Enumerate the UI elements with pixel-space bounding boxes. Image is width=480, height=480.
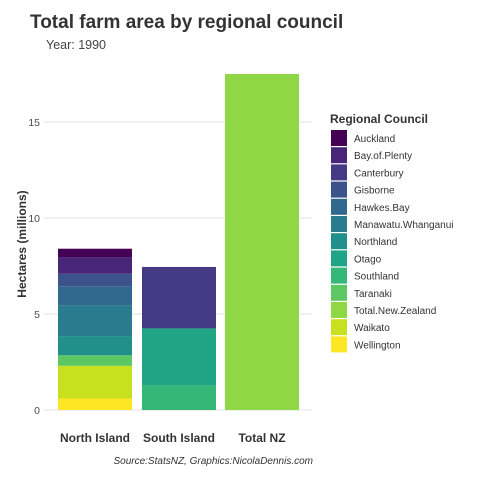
bar-segment (142, 266, 216, 329)
legend-label: Auckland (354, 134, 395, 145)
bar-segment (142, 385, 216, 410)
bar-segment (58, 398, 132, 410)
bar-segment (58, 273, 132, 287)
bar-segment (58, 336, 132, 356)
y-axis-label: Hectares (millions) (15, 190, 29, 297)
x-category-label: Total NZ (238, 431, 285, 445)
y-axis-ticks: 0 5 10 15 (28, 117, 40, 417)
legend-label: Total.New.Zealand (354, 306, 436, 317)
legend-label: Taranaki (354, 289, 392, 300)
bar-segment (58, 305, 132, 337)
legend-label: Southland (354, 272, 399, 283)
legend-label: Northland (354, 237, 397, 248)
chart-subtitle: Year: 1990 (46, 38, 106, 52)
x-axis-categories: North Island South Island Total NZ (60, 431, 286, 445)
bar-segment (58, 248, 132, 258)
bar-segment (58, 286, 132, 306)
bar-segment (225, 74, 299, 410)
bar-segment (58, 257, 132, 274)
legend-title: Regional Council (330, 112, 428, 126)
legend-label: Manawatu.Whanganui (354, 220, 454, 231)
legend-swatch (331, 302, 347, 318)
legend-label: Bay.of.Plenty (354, 151, 412, 162)
bar-segment (58, 365, 132, 399)
legend-swatch (331, 267, 347, 284)
chart-caption: Source:StatsNZ, Graphics:NicolaDennis.co… (113, 456, 313, 467)
x-category-label: North Island (60, 431, 130, 445)
legend-label: Waikato (354, 323, 390, 334)
legend-label: Hawkes.Bay (354, 203, 410, 214)
bar-segment (142, 328, 216, 386)
chart-title: Total farm area by regional council (30, 12, 343, 33)
bar-segment (58, 355, 132, 366)
legend-swatch (331, 164, 347, 181)
y-tick-label: 0 (34, 405, 40, 417)
legend-swatch (331, 181, 347, 198)
legend-swatch (331, 336, 347, 353)
y-tick-label: 10 (28, 213, 40, 225)
legend-swatch (331, 130, 347, 146)
legend-label: Wellington (354, 340, 401, 351)
bars (58, 74, 299, 410)
legend-swatch (331, 284, 347, 301)
legend-swatch (331, 147, 347, 164)
y-tick-label: 5 (34, 309, 40, 321)
legend-label: Otago (354, 254, 382, 265)
legend-swatch (331, 250, 347, 267)
legend-swatch (331, 233, 347, 250)
y-tick-label: 15 (28, 117, 40, 129)
x-category-label: South Island (143, 431, 215, 445)
legend-swatch (331, 319, 347, 336)
legend-swatch (331, 216, 347, 232)
legend-swatch (331, 198, 347, 215)
legend: Auckland Bay.of.Plenty Canterbury Gisborne H… (331, 130, 454, 353)
legend-label: Canterbury (354, 168, 403, 179)
legend-label: Gisborne (354, 186, 395, 197)
